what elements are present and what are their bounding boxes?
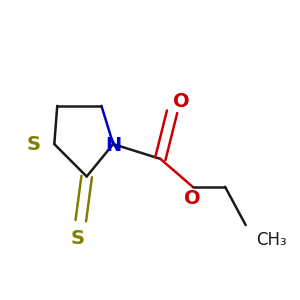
Text: O: O [184, 189, 201, 208]
Text: S: S [27, 135, 41, 154]
Text: CH₃: CH₃ [256, 231, 286, 249]
Text: O: O [172, 92, 189, 111]
Text: S: S [71, 229, 85, 248]
Text: N: N [105, 136, 121, 155]
